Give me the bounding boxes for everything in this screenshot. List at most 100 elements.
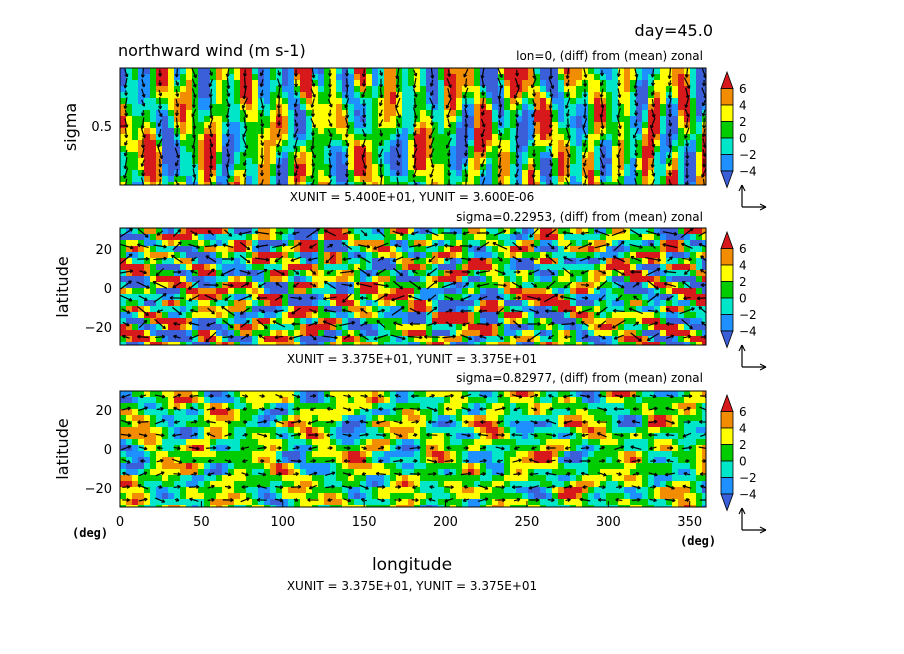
wind-vector xyxy=(260,119,265,128)
wind-vector xyxy=(225,129,230,137)
wind-vector xyxy=(600,129,605,137)
field-cell xyxy=(300,300,307,307)
field-cell xyxy=(138,312,145,319)
field-cell xyxy=(402,276,409,283)
field-cell xyxy=(252,258,259,265)
field-cell xyxy=(618,391,625,398)
field-cell xyxy=(564,134,571,141)
field-cell xyxy=(264,128,271,135)
field-cell xyxy=(648,324,655,331)
field-cell xyxy=(474,276,481,283)
field-cell xyxy=(246,176,253,183)
field-cell xyxy=(252,80,259,87)
field-cell xyxy=(612,342,619,345)
wind-vector xyxy=(140,68,145,78)
wind-vector xyxy=(612,308,625,313)
field-cell xyxy=(534,240,541,247)
field-cell xyxy=(312,342,319,345)
field-cell xyxy=(120,68,127,75)
field-cell xyxy=(576,306,583,313)
field-cell xyxy=(606,158,613,165)
field-cell xyxy=(462,264,469,271)
wind-vector xyxy=(597,320,607,328)
field-cell xyxy=(342,403,349,410)
field-cell xyxy=(576,330,583,337)
wind-vector xyxy=(240,334,250,340)
field-cell xyxy=(678,182,685,185)
field-cell xyxy=(324,294,331,301)
field-cell xyxy=(210,276,217,283)
field-cell xyxy=(618,80,625,87)
field-cell xyxy=(636,164,643,171)
field-cell xyxy=(192,391,199,398)
field-cell xyxy=(492,104,499,111)
field-cell xyxy=(144,68,151,75)
field-cell xyxy=(336,228,343,235)
field-cell xyxy=(162,152,169,159)
field-cell xyxy=(390,98,397,105)
field-cell xyxy=(696,318,703,325)
field-cell xyxy=(300,318,307,325)
field-cell xyxy=(702,146,706,153)
field-cell xyxy=(528,74,535,81)
field-cell xyxy=(588,152,595,159)
field-cell xyxy=(702,68,706,75)
field-cell xyxy=(306,336,313,343)
panel-1-vectors xyxy=(123,68,706,185)
field-cell xyxy=(192,336,199,343)
field-cell xyxy=(432,234,439,241)
field-cell xyxy=(474,176,481,183)
wind-vector xyxy=(531,149,536,157)
field-cell xyxy=(258,116,265,123)
field-cell xyxy=(450,234,457,241)
field-cell xyxy=(402,80,409,87)
field-cell xyxy=(174,276,181,283)
field-cell xyxy=(228,92,235,99)
field-cell xyxy=(684,397,691,404)
field-cell xyxy=(528,182,535,185)
field-cell xyxy=(510,158,517,165)
field-cell xyxy=(702,403,706,410)
field-cell xyxy=(330,86,337,93)
field-cell xyxy=(294,294,301,301)
field-cell xyxy=(294,86,301,93)
field-cell xyxy=(138,270,145,277)
field-cell xyxy=(150,116,157,123)
field-cell xyxy=(186,294,193,301)
field-cell xyxy=(300,164,307,171)
field-cell xyxy=(252,74,259,81)
field-cell xyxy=(132,397,139,404)
field-cell xyxy=(456,276,463,283)
field-cell xyxy=(366,336,373,343)
field-cell xyxy=(156,98,163,105)
field-cell xyxy=(696,134,703,141)
field-cell xyxy=(336,122,343,129)
field-cell xyxy=(228,246,235,253)
field-cell xyxy=(420,403,427,410)
field-cell xyxy=(210,92,217,99)
wind-vector xyxy=(140,169,146,177)
field-cell xyxy=(672,110,679,117)
field-cell xyxy=(660,324,667,331)
field-cell xyxy=(396,182,403,185)
wind-vector xyxy=(480,97,485,109)
field-cell xyxy=(558,140,565,147)
field-cell xyxy=(534,158,541,165)
field-cell xyxy=(642,80,649,87)
field-cell xyxy=(570,68,577,75)
field-cell xyxy=(234,330,241,337)
field-cell xyxy=(540,170,547,177)
field-cell xyxy=(144,164,151,171)
field-cell xyxy=(150,182,157,185)
field-cell xyxy=(546,252,553,259)
field-cell xyxy=(432,318,439,325)
wind-vector xyxy=(668,119,673,127)
field-cell xyxy=(558,336,565,343)
field-cell xyxy=(354,86,361,93)
field-cell xyxy=(606,146,613,153)
field-cell xyxy=(426,176,433,183)
field-cell xyxy=(264,110,271,117)
field-cell xyxy=(654,182,661,185)
field-cell xyxy=(594,240,601,247)
wind-vector xyxy=(446,149,451,157)
